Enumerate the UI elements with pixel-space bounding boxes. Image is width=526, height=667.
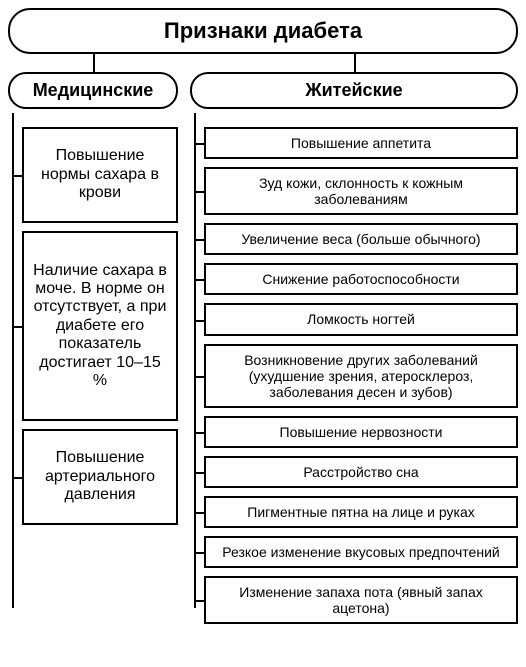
everyday-items: Повышение аппетита Зуд кожи, склонность … <box>190 113 518 624</box>
item-label: Увеличение веса (больше обычного) <box>241 231 480 247</box>
tree-item: Изменение запаха пота (явный запах ацето… <box>204 576 518 624</box>
column-everyday: Житейские Повышение аппетита Зуд кожи, с… <box>190 52 518 624</box>
tree-item: Увеличение веса (больше обычного) <box>204 223 518 255</box>
item-label: Наличие сахара в моче. В норме он отсутс… <box>30 262 170 391</box>
tree-item: Зуд кожи, склонность к кожным заболевани… <box>204 167 518 215</box>
tree-item: Снижение работоспособности <box>204 263 518 295</box>
tree-item: Пигментные пятна на лице и руках <box>204 496 518 528</box>
tree-item: Расстройство сна <box>204 456 518 488</box>
column-header-everyday: Житейские <box>190 72 518 109</box>
item-label: Повышение нервозности <box>280 424 443 440</box>
item-label: Повышение аппетита <box>291 135 431 151</box>
column-header-label: Житейские <box>305 80 402 100</box>
tree-item: Резкое изменение вкусовых предпочтений <box>204 536 518 568</box>
item-label: Повышение нормы сахара в крови <box>30 147 170 202</box>
item-label: Изменение запаха пота (явный запах ацето… <box>239 584 482 616</box>
tree-item: Повышение артериального давления <box>22 429 178 525</box>
tree-item: Возникновение других заболеваний (ухудше… <box>204 344 518 408</box>
tree-item: Наличие сахара в моче. В норме он отсутс… <box>22 231 178 421</box>
item-label: Расстройство сна <box>303 464 418 480</box>
item-label: Пигментные пятна на лице и руках <box>247 504 475 520</box>
column-medical: Медицинские Повышение нормы сахара в кро… <box>8 52 178 624</box>
tree-item: Повышение нормы сахара в крови <box>22 127 178 223</box>
tree-item: Повышение нервозности <box>204 416 518 448</box>
column-header-medical: Медицинские <box>8 72 178 109</box>
item-label: Снижение работоспособности <box>262 271 459 287</box>
item-label: Ломкость ногтей <box>307 311 415 327</box>
tree-item: Повышение аппетита <box>204 127 518 159</box>
root-label: Признаки диабета <box>164 18 362 43</box>
columns-container: Медицинские Повышение нормы сахара в кро… <box>8 52 518 624</box>
item-label: Резкое изменение вкусовых предпочтений <box>222 544 499 560</box>
column-header-label: Медицинские <box>33 80 154 100</box>
item-label: Возникновение других заболеваний (ухудше… <box>244 352 478 400</box>
item-label: Повышение артериального давления <box>30 449 170 504</box>
root-node: Признаки диабета <box>8 8 518 54</box>
item-label: Зуд кожи, склонность к кожным заболевани… <box>259 175 463 207</box>
tree-item: Ломкость ногтей <box>204 303 518 335</box>
medical-items: Повышение нормы сахара в крови Наличие с… <box>8 113 178 624</box>
